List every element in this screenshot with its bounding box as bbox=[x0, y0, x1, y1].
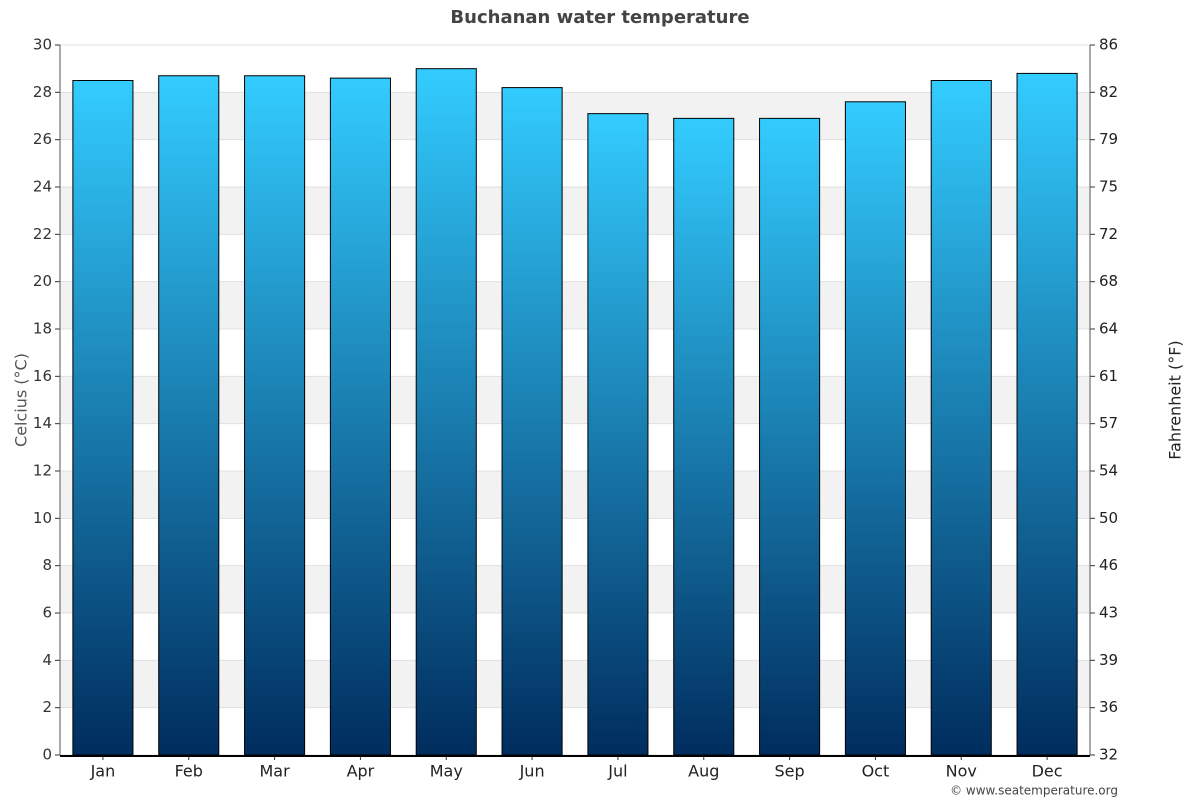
x-tick-label: Sep bbox=[775, 762, 805, 781]
grid-band bbox=[60, 660, 1090, 708]
y-tick-label: 22 bbox=[33, 225, 52, 243]
y2-tick-label: 46 bbox=[1099, 556, 1118, 574]
bar bbox=[415, 68, 477, 756]
credit: © www.seatemperature.org bbox=[950, 784, 1118, 798]
x-tick-label: Jul bbox=[607, 762, 627, 781]
bar bbox=[759, 117, 821, 756]
y2-tick-label: 32 bbox=[1099, 746, 1118, 764]
x-tick-label: Feb bbox=[175, 762, 203, 781]
bar bbox=[72, 80, 134, 756]
y-tick-label: 24 bbox=[33, 178, 52, 196]
y2-tick-label: 36 bbox=[1099, 698, 1118, 716]
x-tick-label: May bbox=[430, 762, 463, 781]
bar bbox=[587, 113, 649, 756]
bar bbox=[673, 117, 735, 756]
grid-band bbox=[60, 187, 1090, 235]
y-tick-label: 8 bbox=[42, 556, 52, 574]
x-tick-label: Nov bbox=[946, 762, 977, 781]
y-tick-label: 12 bbox=[33, 462, 52, 480]
y2-tick-label: 72 bbox=[1099, 225, 1118, 243]
y-tick-label: 20 bbox=[33, 272, 52, 290]
grid-band bbox=[60, 92, 1090, 140]
x-tick-label: Apr bbox=[347, 762, 375, 781]
y2-tick-label: 43 bbox=[1099, 604, 1118, 622]
y2-tick-label: 79 bbox=[1099, 130, 1118, 148]
y2-tick-label: 75 bbox=[1099, 178, 1118, 196]
grid-band bbox=[60, 471, 1090, 519]
x-tick-label: Dec bbox=[1032, 762, 1063, 781]
y-tick-label: 18 bbox=[33, 320, 52, 338]
bar bbox=[244, 75, 306, 756]
bar bbox=[329, 77, 391, 756]
y2-tick-label: 64 bbox=[1099, 320, 1118, 338]
y-tick-label: 6 bbox=[42, 604, 52, 622]
x-tick-label: Jun bbox=[519, 762, 545, 781]
grid-bands bbox=[60, 92, 1090, 708]
y2-tick-label: 61 bbox=[1099, 367, 1118, 385]
x-tick-label: Oct bbox=[862, 762, 890, 781]
y2-tick-label: 39 bbox=[1099, 651, 1118, 669]
y2-axis-title: Fahrenheit (°F) bbox=[1166, 340, 1185, 459]
grid-band bbox=[60, 281, 1090, 329]
bar bbox=[844, 101, 906, 756]
y2-tick-label: 54 bbox=[1099, 462, 1118, 480]
y-tick-label: 0 bbox=[42, 746, 52, 764]
y-tick-label: 10 bbox=[33, 509, 52, 527]
y-tick-label: 4 bbox=[42, 651, 52, 669]
grid-band bbox=[60, 565, 1090, 613]
bar bbox=[158, 75, 220, 756]
y2-tick-label: 68 bbox=[1099, 272, 1118, 290]
y-tick-label: 28 bbox=[33, 83, 52, 101]
y-tick-label: 2 bbox=[42, 698, 52, 716]
x-tick-label: Aug bbox=[688, 762, 719, 781]
y2-tick-label: 82 bbox=[1099, 83, 1118, 101]
y-tick-label: 16 bbox=[33, 367, 52, 385]
bar bbox=[1016, 72, 1078, 756]
x-tick-label: Mar bbox=[259, 762, 290, 781]
y2-tick-label: 86 bbox=[1099, 36, 1118, 54]
y-tick-label: 30 bbox=[33, 36, 52, 54]
y2-tick-label: 57 bbox=[1099, 414, 1118, 432]
y2-tick-label: 50 bbox=[1099, 509, 1118, 527]
y-axis-title: Celcius (°C) bbox=[12, 353, 31, 447]
y-tick-label: 26 bbox=[33, 130, 52, 148]
bar bbox=[501, 87, 563, 756]
bar bbox=[930, 80, 992, 756]
chart-title: Buchanan water temperature bbox=[450, 7, 749, 28]
grid-band bbox=[60, 376, 1090, 424]
x-tick-label: Jan bbox=[90, 762, 116, 781]
y-tick-label: 14 bbox=[33, 414, 52, 432]
